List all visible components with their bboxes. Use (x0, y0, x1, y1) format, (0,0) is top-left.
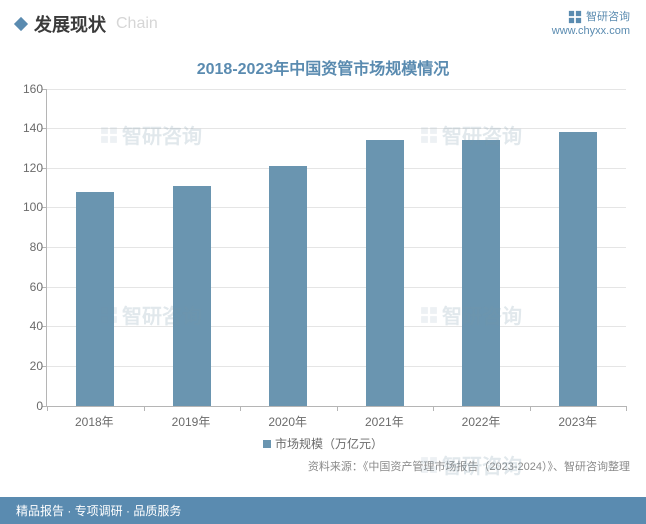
y-tick-label: 60 (13, 280, 43, 294)
brand-url: www.chyxx.com (552, 24, 630, 38)
legend-label: 市场规模（万亿元） (275, 437, 383, 451)
x-tick-label: 2020年 (239, 407, 336, 429)
source-line: 资料来源：《中国资产管理市场报告（2023-2024）》、智研咨询整理 (0, 452, 646, 474)
y-tick-label: 80 (13, 240, 43, 254)
x-tick-label: 2021年 (336, 407, 433, 429)
brand-block: 智研咨询 www.chyxx.com (552, 10, 630, 39)
footer-bar: 精品报告 · 专项调研 · 品质服务 (0, 497, 646, 524)
bar-slot (144, 89, 241, 406)
y-tick-label: 120 (13, 161, 43, 175)
bar-slot (530, 89, 627, 406)
chart-title: 2018-2023年中国资管市场规模情况 (0, 55, 646, 79)
x-tick-label: 2022年 (433, 407, 530, 429)
chart-area: 020406080100120140160 2018年2019年2020年202… (46, 89, 626, 429)
diamond-icon (14, 17, 28, 31)
header-left: 发展现状 Chain (16, 11, 158, 37)
bar-slot (47, 89, 144, 406)
legend-swatch (263, 440, 271, 448)
x-tick-label: 2023年 (529, 407, 626, 429)
brand-logo-icon (568, 10, 582, 24)
y-tick-label: 160 (13, 82, 43, 96)
footer-text: 精品报告 · 专项调研 · 品质服务 (16, 504, 181, 518)
header: 发展现状 Chain 智研咨询 www.chyxx.com (0, 0, 646, 47)
bar (269, 166, 307, 406)
bar (173, 186, 211, 406)
bar (559, 132, 597, 405)
section-title-en: Chain (116, 15, 158, 33)
y-tick-label: 140 (13, 121, 43, 135)
plot-region: 020406080100120140160 (46, 89, 626, 407)
bar (462, 140, 500, 405)
section-title-cn: 发展现状 (34, 11, 106, 37)
bar-slot (337, 89, 434, 406)
x-tick-mark (626, 406, 627, 411)
y-tick-label: 100 (13, 200, 43, 214)
x-tick-label: 2019年 (143, 407, 240, 429)
legend: 市场规模（万亿元） (0, 435, 646, 452)
bar-slot (433, 89, 530, 406)
y-tick-label: 40 (13, 319, 43, 333)
bar (76, 192, 114, 406)
bars-container (47, 89, 626, 406)
x-tick-label: 2018年 (46, 407, 143, 429)
bar-slot (240, 89, 337, 406)
x-axis-labels: 2018年2019年2020年2021年2022年2023年 (46, 407, 626, 429)
y-tick-label: 20 (13, 359, 43, 373)
bar (366, 140, 404, 405)
brand-name: 智研咨询 (586, 10, 630, 24)
y-tick-label: 0 (13, 399, 43, 413)
